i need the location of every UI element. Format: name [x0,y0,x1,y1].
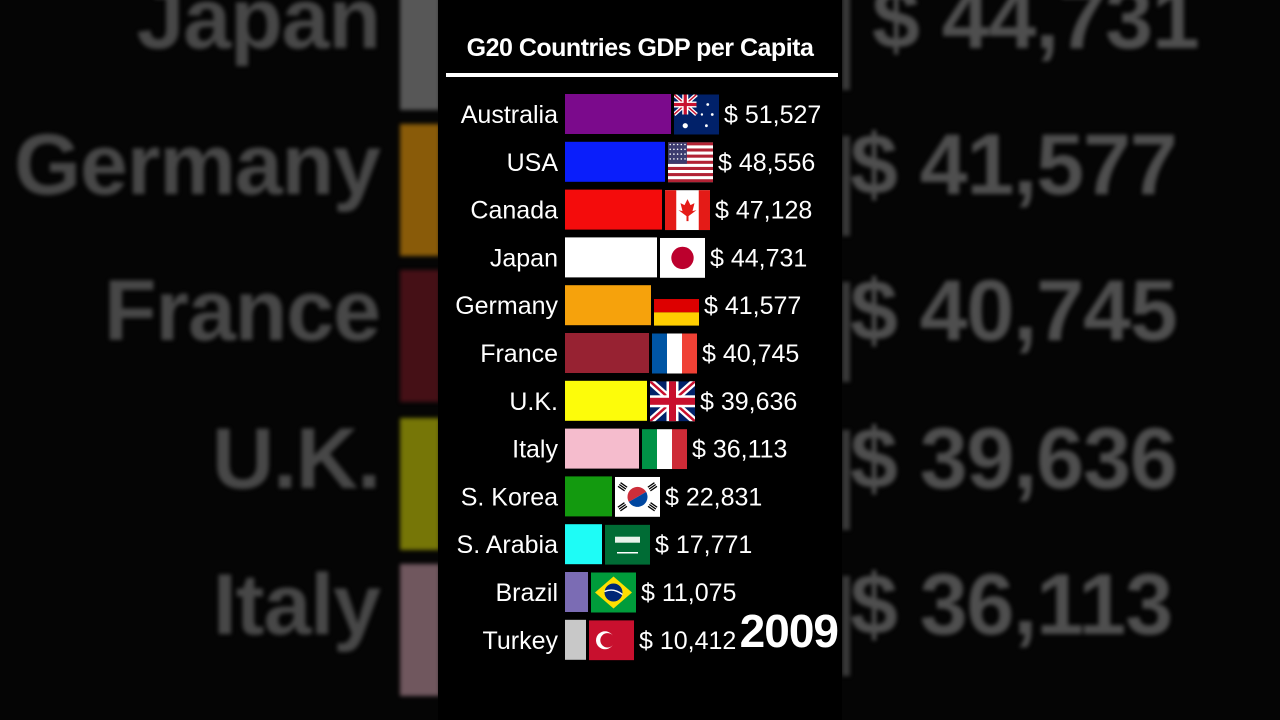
country-label: S. Arabia [457,531,559,559]
background-value-label: $ 39,636 [850,411,1178,507]
bar-row: France $ 40,745 [480,333,799,374]
background-right-panel: $ 44,731 $ 41,577 $ 40,745 $ 39,636 $ 36,113 [842,0,1280,720]
bar-row: Australia $ 51,527 [461,94,821,135]
bar [565,572,588,612]
background-flag-edge [842,282,850,382]
background-bar [400,564,438,696]
value-label: $ 10,412 [639,627,736,655]
background-flag-edge [842,430,850,530]
bar [565,333,649,373]
title-underline [446,73,838,77]
value-label: $ 17,771 [655,531,752,559]
background-bar [400,124,438,256]
bar [565,380,647,421]
value-label: $ 40,745 [702,340,799,368]
japan-flag-icon [660,237,705,278]
bar-chart: Australia $ 51,527 USA $ 48,556 Canada $ 47,1… [455,94,821,661]
country-label: U.K. [509,388,558,416]
value-label: $ 41,577 [704,292,801,320]
bar [565,619,586,660]
bar [565,237,657,278]
country-label: Turkey [483,627,559,655]
bar-row: S. Korea $ 22,831 [461,476,762,517]
value-label: $ 44,731 [710,244,807,272]
usa-flag-icon [668,142,713,183]
background-value-label: $ 36,113 [850,557,1173,653]
country-label: France [480,340,558,368]
value-label: $ 39,636 [700,388,797,416]
country-label: Italy [512,436,558,464]
chart-panel: G20 Countries GDP per Capita Australia $ … [438,0,842,720]
background-flag-edge [842,576,850,676]
bar-row: U.K. $ 39,636 [509,380,797,422]
bar [565,189,662,230]
country-label: Australia [461,101,558,129]
bar-row: S. Arabia $ 17,771 [457,524,752,565]
value-label: $ 47,128 [715,197,812,225]
background-value-label: $ 44,731 [872,0,1200,67]
value-label: $ 22,831 [665,483,762,511]
background-country-name: Japan [136,0,381,67]
italy-flag-icon [642,429,687,470]
bar-row: Japan $ 44,731 [490,237,807,278]
bar [565,524,602,565]
uk-flag-icon [650,381,695,422]
value-label: $ 11,075 [641,579,736,607]
country-label: Canada [470,197,558,225]
year-label: 2009 [739,605,839,657]
bar-row: Germany $ 41,577 [455,285,801,326]
bar [565,285,651,326]
country-label: USA [507,149,559,177]
value-label: $ 36,113 [692,436,787,464]
background-country-name: France [103,263,381,359]
bar-row: Brazil $ 11,075 [495,572,736,613]
background-value-label: $ 40,745 [850,263,1178,359]
country-label: S. Korea [461,483,558,511]
bar [565,141,665,182]
france-flag-icon [652,333,697,374]
background-bar [400,418,438,550]
brazil-flag-icon [591,572,636,613]
bar-row: Canada $ 47,128 [470,189,812,231]
country-label: Germany [455,292,558,320]
background-flag-edge [842,0,850,90]
turkey-flag-icon [589,620,634,661]
bar [565,94,671,134]
country-label: Japan [490,244,558,272]
background-country-name: U.K. [212,411,381,507]
bar-row: USA $ 48,556 [507,141,815,183]
bar-row: Turkey $ 10,412 [483,619,736,661]
germany-flag-icon [654,285,699,326]
south-korea-flag-icon [615,476,660,517]
background-flag-edge [842,136,850,236]
chart-title: G20 Countries GDP per Capita [466,34,814,62]
bar [565,428,639,469]
background-bar [400,270,438,402]
background-bar [400,0,438,110]
background-value-label: $ 41,577 [850,117,1178,213]
canada-flag-icon [665,190,710,231]
background-country-name: Italy [212,557,381,653]
background-country-name: Germany [14,117,381,213]
bar-row: Italy $ 36,113 [512,428,787,470]
bar [565,476,612,517]
background-left-panel: Japan Germany France U.K. Italy [0,0,438,720]
saudi-arabia-flag-icon [605,524,650,565]
value-label: $ 48,556 [718,149,815,177]
country-label: Brazil [495,579,558,607]
australia-flag-icon [674,94,719,135]
value-label: $ 51,527 [724,101,821,129]
